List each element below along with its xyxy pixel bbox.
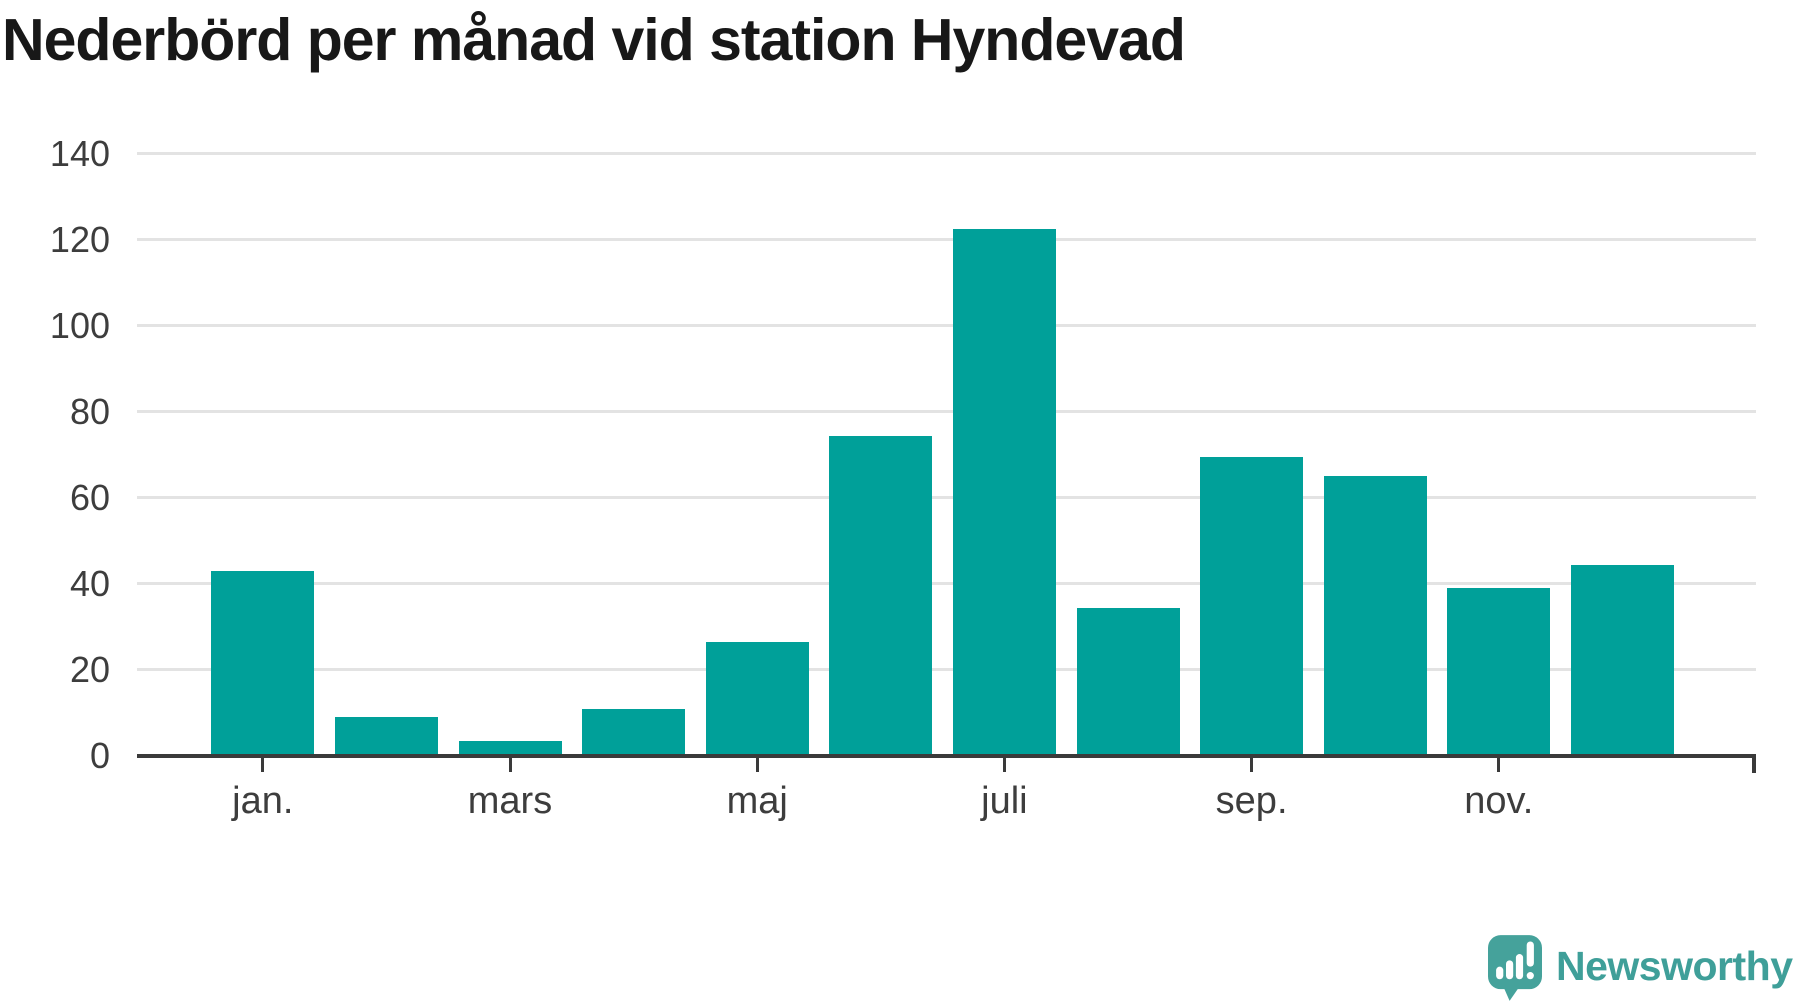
y-axis-label: 120	[49, 218, 110, 260]
y-axis-label: 100	[49, 304, 110, 346]
x-axis-label: nov.	[1464, 780, 1534, 822]
gridline	[137, 410, 1756, 414]
x-axis-tick	[261, 758, 265, 772]
bar-nov	[1447, 588, 1551, 756]
y-axis-label: 40	[69, 562, 110, 604]
bar-juli	[952, 229, 1056, 756]
gridline	[137, 238, 1756, 242]
y-axis-label: 80	[69, 390, 110, 432]
x-axis-tick	[1250, 758, 1254, 772]
x-axis-label: jan.	[232, 780, 294, 822]
gridline	[137, 496, 1756, 500]
bar-feb	[334, 717, 438, 756]
axis-end-tick	[1752, 754, 1756, 773]
bar-dec	[1570, 564, 1674, 756]
newsworthy-logo: Newsworthy	[1488, 935, 1793, 1001]
bar-apr	[582, 708, 686, 756]
x-axis-tick	[755, 758, 759, 772]
y-axis-label: 0	[89, 735, 110, 776]
newsworthy-logo-text: Newsworthy	[1556, 942, 1793, 989]
x-axis-label: juli	[981, 780, 1028, 822]
bar-maj	[705, 641, 809, 756]
x-axis-tick	[1497, 758, 1501, 772]
bar-mars	[458, 740, 562, 756]
gridline	[137, 324, 1756, 328]
gridline	[137, 152, 1756, 156]
bar-aug	[1076, 607, 1180, 756]
x-axis-label: sep.	[1215, 780, 1288, 822]
bar-okt	[1323, 476, 1427, 756]
x-axis-tick	[1002, 758, 1006, 772]
chart-title: Nederbörd per månad vid station Hyndevad	[2, 7, 1186, 73]
bar-juni	[829, 435, 933, 756]
x-axis-tick	[508, 758, 512, 772]
x-axis-label: mars	[467, 780, 553, 822]
y-axis-label: 60	[69, 476, 110, 518]
x-axis-line	[137, 754, 1756, 758]
x-axis-label: maj	[726, 780, 788, 822]
gridline	[137, 668, 1756, 672]
y-axis-label: 20	[69, 648, 110, 690]
bar-jan	[211, 571, 315, 756]
gridline	[137, 582, 1756, 586]
y-axis-label: 140	[49, 132, 110, 174]
bar-sep	[1200, 457, 1304, 756]
newsworthy-chart-bubble-icon	[1488, 935, 1542, 1001]
